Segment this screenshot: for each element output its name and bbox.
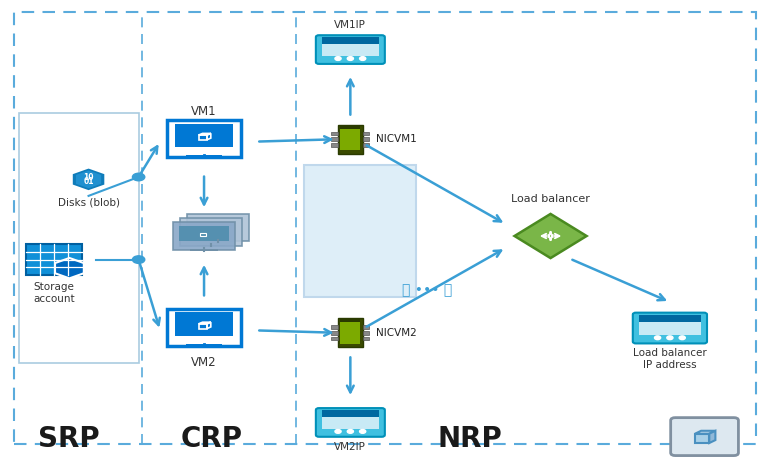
Bar	[200, 233, 206, 236]
Circle shape	[360, 430, 366, 433]
FancyBboxPatch shape	[304, 165, 416, 297]
FancyBboxPatch shape	[173, 222, 235, 250]
Bar	[639, 322, 701, 335]
Bar	[175, 124, 233, 147]
Bar	[322, 417, 379, 429]
Bar	[322, 37, 379, 44]
Bar	[363, 137, 370, 141]
Circle shape	[654, 336, 661, 340]
Bar	[340, 322, 360, 344]
Text: NICVM2: NICVM2	[377, 328, 417, 338]
Circle shape	[679, 336, 685, 340]
Text: Storage
account: Storage account	[33, 282, 75, 303]
Text: NRP: NRP	[437, 425, 502, 453]
Bar	[196, 244, 226, 246]
FancyBboxPatch shape	[167, 309, 241, 346]
FancyBboxPatch shape	[316, 35, 385, 64]
Bar	[363, 337, 370, 340]
Bar	[695, 434, 709, 443]
Text: 01: 01	[83, 177, 94, 186]
Polygon shape	[695, 431, 715, 434]
Text: Load balancer
IP address: Load balancer IP address	[633, 348, 707, 370]
FancyBboxPatch shape	[187, 214, 249, 241]
Bar	[338, 318, 363, 347]
FancyBboxPatch shape	[167, 120, 241, 157]
Text: VM1: VM1	[191, 104, 217, 118]
Bar	[322, 410, 379, 417]
Bar	[340, 125, 360, 129]
Circle shape	[132, 173, 145, 181]
Bar	[363, 325, 370, 329]
Bar	[639, 314, 701, 322]
Circle shape	[335, 57, 341, 60]
Text: VM2: VM2	[191, 356, 217, 369]
Bar	[340, 128, 360, 150]
Polygon shape	[72, 168, 105, 191]
Text: NICVM1: NICVM1	[377, 134, 417, 144]
Bar	[363, 331, 370, 335]
Bar	[322, 44, 379, 56]
Bar	[189, 249, 219, 251]
FancyBboxPatch shape	[316, 408, 385, 437]
Bar	[19, 113, 139, 363]
Text: 10: 10	[83, 174, 94, 183]
Text: VM1IP: VM1IP	[334, 20, 367, 31]
Polygon shape	[709, 431, 715, 443]
Polygon shape	[76, 170, 101, 188]
Bar	[340, 319, 360, 322]
FancyBboxPatch shape	[633, 312, 707, 344]
Text: VM2IP: VM2IP	[334, 441, 367, 452]
Bar	[186, 344, 222, 346]
Circle shape	[667, 336, 673, 340]
Circle shape	[132, 256, 145, 263]
Polygon shape	[55, 258, 84, 278]
Bar	[186, 155, 222, 158]
Bar	[331, 331, 338, 335]
Text: Disks (blob): Disks (blob)	[58, 198, 119, 208]
Circle shape	[360, 57, 366, 60]
Text: 〈 ••• 〉: 〈 ••• 〉	[402, 283, 453, 297]
Bar	[331, 132, 338, 135]
Bar	[363, 132, 370, 135]
Bar	[331, 137, 338, 141]
Bar	[175, 312, 233, 336]
FancyBboxPatch shape	[671, 418, 738, 455]
Bar	[363, 143, 370, 147]
Polygon shape	[514, 214, 587, 258]
Circle shape	[347, 57, 353, 60]
Bar	[331, 143, 338, 147]
Text: SRP: SRP	[38, 425, 100, 453]
Circle shape	[335, 430, 341, 433]
Text: CRP: CRP	[181, 425, 243, 453]
Bar	[338, 125, 363, 154]
Bar	[26, 244, 82, 275]
Bar	[199, 135, 207, 140]
Bar	[331, 337, 338, 340]
Bar	[199, 324, 207, 329]
Text: Load balancer: Load balancer	[511, 194, 590, 204]
Bar	[179, 226, 229, 242]
FancyBboxPatch shape	[180, 218, 242, 245]
Bar	[331, 325, 338, 329]
Bar	[203, 240, 233, 242]
Circle shape	[347, 430, 353, 433]
